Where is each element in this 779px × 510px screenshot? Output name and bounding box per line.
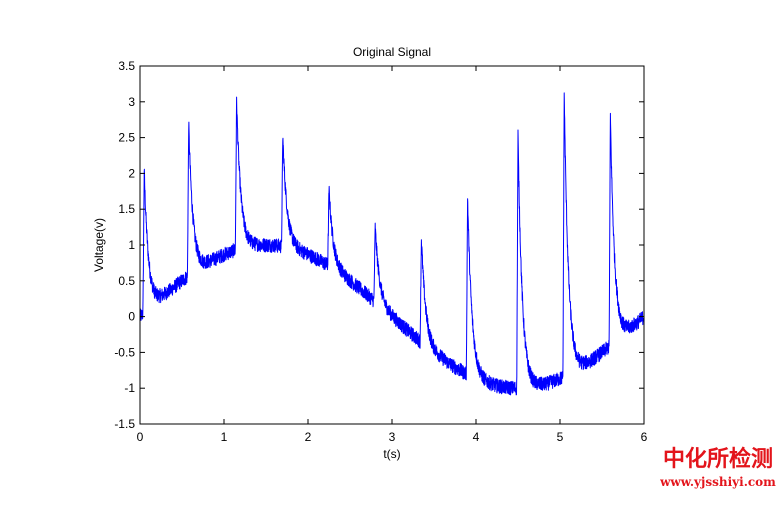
watermark-text: 中化所检测 [663,446,773,472]
y-tick-label: 1.5 [118,202,135,216]
y-tick-label: 0.5 [118,274,135,288]
x-tick-label: 3 [389,430,396,444]
y-axis-title: Voltage(v) [92,218,106,272]
y-tick-label: -1.5 [114,417,135,431]
y-axis: -1.5 -1 -0.5 0 0.5 1 1.5 2 2.5 3 3.5 [114,59,644,431]
signal-line [139,92,645,396]
y-tick-label: 3.5 [118,59,135,73]
watermark-url: www.yjsshiyi.com [659,475,776,489]
x-tick-label: 2 [305,430,312,444]
x-tick-label: 6 [641,430,648,444]
signal-series [139,92,645,396]
y-tick-label: 3 [128,95,135,109]
y-tick-label: -1 [124,381,135,395]
y-tick-label: -0.5 [114,345,135,359]
x-tick-label: 5 [557,430,564,444]
x-tick-label: 0 [137,430,144,444]
y-tick-label: 2 [128,166,135,180]
x-tick-label: 1 [221,430,228,444]
x-axis-title: t(s) [383,447,400,461]
x-axis: 0 1 2 3 4 5 6 [137,66,648,444]
y-tick-label: 2.5 [118,131,135,145]
x-tick-label: 4 [473,430,480,444]
chart-title: Original Signal [353,45,431,59]
y-tick-label: 0 [128,310,135,324]
plot-area [140,66,644,424]
y-tick-label: 1 [128,238,135,252]
